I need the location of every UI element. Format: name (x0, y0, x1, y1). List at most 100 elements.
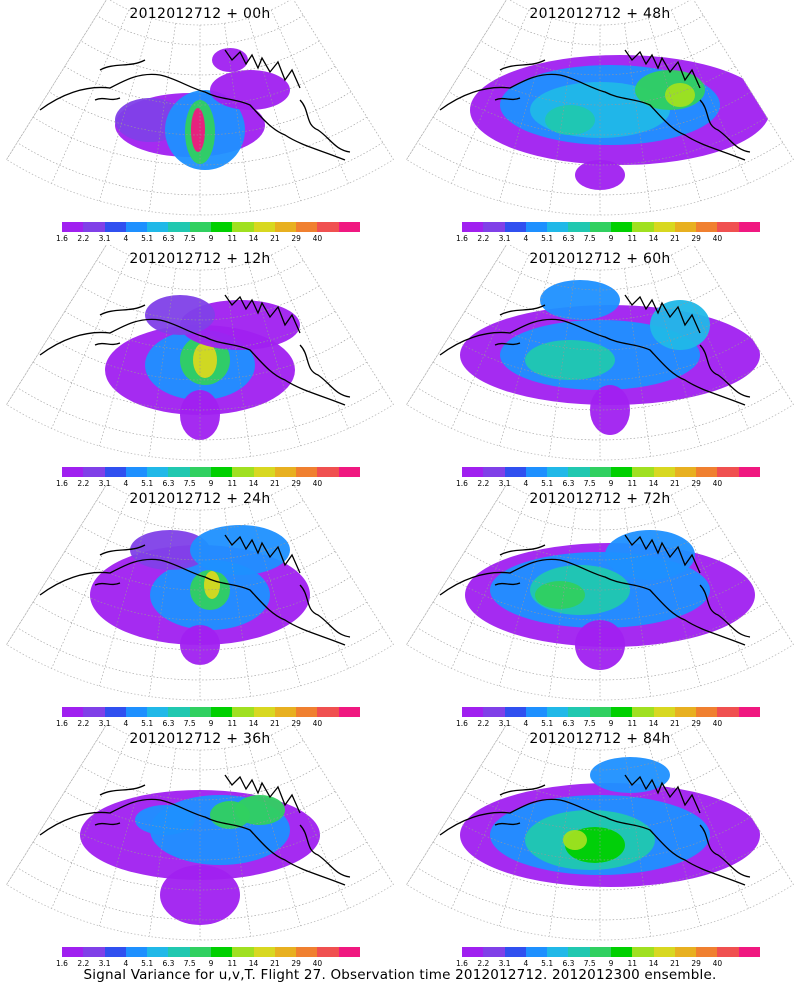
variance-contour (563, 830, 587, 850)
latitude-line (464, 310, 736, 351)
variance-contour (191, 108, 205, 152)
colorbar-swatch (210, 467, 233, 477)
colorbar-tick-label: 40 (312, 959, 323, 968)
colorbar-tick-label: 1.6 (456, 719, 468, 728)
colorbar-tick-label: 3.1 (498, 234, 511, 243)
latitude-line (80, 765, 320, 801)
colorbar-tick-label: 29 (291, 479, 301, 488)
colorbar-swatch (462, 707, 484, 717)
colorbar-tick-label: 2.2 (477, 234, 490, 243)
colorbar-swatch (147, 467, 169, 477)
colorbar-swatch (104, 707, 126, 717)
colorbar-swatch (189, 947, 211, 957)
colorbar-swatch (568, 222, 590, 232)
meridian-line (148, 23, 176, 212)
colorbar-swatch (296, 467, 318, 477)
meridian-line (51, 494, 130, 669)
colorbar-ticks: 1.6 2.2 3.1 4 5.1 6.3 7.5 9 11 14 21 29 40 (448, 959, 768, 969)
colorbar-swatch (547, 467, 569, 477)
variance-map (406, 725, 794, 941)
coastlines (439, 49, 751, 161)
panel-12h: 2012012712 + 12h 1.6 2.2 3.1 4 5.1 6.3 7.5 9 11 1… (0, 245, 400, 490)
colorbar-swatch (296, 707, 318, 717)
colorbar-swatch (717, 222, 739, 232)
meridian-line (6, 0, 107, 160)
coastline (624, 49, 701, 89)
latitude-line (64, 790, 336, 831)
panel-title: 2012012712 + 48h (529, 6, 671, 22)
variance-contour (204, 571, 220, 599)
coastline (494, 784, 546, 826)
latitude-line (17, 867, 383, 921)
colorbar-tick-label: 2.2 (477, 719, 490, 728)
colorbar-swatch (674, 222, 697, 232)
colorbar-tick-label: 21 (270, 719, 280, 728)
variance-field (115, 48, 290, 170)
variance-map (406, 485, 794, 701)
colorbar-swatch (317, 707, 339, 717)
meridian-line (6, 725, 107, 885)
colorbar-swatch (483, 707, 505, 717)
meridian-line (247, 503, 301, 686)
colorbar-swatch (738, 707, 760, 717)
meridian-line (148, 268, 176, 457)
colorbar-swatch (317, 947, 339, 957)
colorbar-tick-label: 4 (523, 959, 529, 968)
colorbar-tick-label: 14 (648, 959, 659, 968)
meridian-line (499, 263, 553, 446)
colorbar (62, 707, 360, 717)
colorbar-swatch (125, 947, 148, 957)
variance-contour (575, 160, 625, 190)
meridian-line (406, 245, 507, 405)
colorbar-swatch (610, 467, 633, 477)
colorbar-swatch (83, 707, 105, 717)
coastline (94, 544, 146, 586)
colorbar-tick-label: 2.2 (477, 959, 490, 968)
colorbar-tick-label: 14 (648, 719, 659, 728)
graticule (6, 725, 394, 940)
meridian-line (99, 503, 153, 686)
colorbar-tick-label: 40 (312, 479, 323, 488)
meridian-line (647, 743, 701, 926)
meridian-line (548, 268, 576, 457)
colorbar-swatch (62, 707, 84, 717)
colorbar-tick-label: 5.1 (141, 234, 154, 243)
colorbar-swatch (210, 947, 233, 957)
latitude-line (448, 576, 752, 621)
colorbar-swatch (568, 467, 590, 477)
meridian-line (670, 734, 749, 909)
colorbar-tick-label: 5.1 (141, 719, 154, 728)
coastline (39, 318, 346, 406)
colorbar-swatch (589, 222, 611, 232)
colorbar-swatch (232, 467, 254, 477)
colorbar-swatch (525, 467, 548, 477)
colorbar-ticks: 1.6 2.2 3.1 4 5.1 6.3 7.5 9 11 14 21 29 40 (48, 959, 368, 969)
panel-48h: 2012012712 + 48h 1.6 2.2 3.1 4 5.1 6.3 7.5 9 11 1… (400, 0, 800, 245)
colorbar-tick-label: 1.6 (56, 959, 68, 968)
colorbar-tick-label: 21 (670, 719, 680, 728)
coastline (439, 558, 746, 646)
meridian-line (247, 18, 301, 201)
colorbar-swatch (296, 222, 318, 232)
colorbar-swatch (338, 707, 360, 717)
colorbar-tick-label: 3.1 (498, 719, 511, 728)
colorbar-tick-label: 4 (123, 719, 129, 728)
colorbar-tick-label: 5.1 (541, 234, 554, 243)
coastlines (39, 534, 351, 646)
map-boundary (406, 725, 794, 941)
meridian-line (51, 9, 130, 184)
colorbar-swatch (253, 467, 275, 477)
coastline (224, 534, 301, 574)
colorbar-tick-label: 11 (627, 234, 638, 243)
colorbar-tick-label: 14 (648, 479, 659, 488)
latitude-line (496, 15, 704, 46)
colorbar-swatch (83, 467, 105, 477)
colorbar-swatch (253, 947, 275, 957)
latitude-line (417, 142, 783, 196)
map-boundary (6, 245, 394, 461)
colorbar-swatch (653, 707, 675, 717)
meridian-line (270, 254, 349, 429)
latitude-line (464, 790, 736, 831)
colorbar-tick-label: 9 (608, 719, 614, 728)
colorbar-swatch (296, 947, 318, 957)
